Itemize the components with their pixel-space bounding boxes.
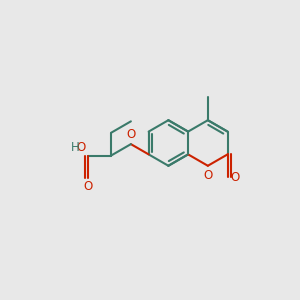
Text: O: O [203, 169, 212, 182]
Text: O: O [126, 128, 136, 141]
Text: O: O [230, 171, 240, 184]
Text: O: O [84, 180, 93, 193]
Text: H: H [70, 141, 79, 154]
Text: O: O [76, 141, 86, 154]
